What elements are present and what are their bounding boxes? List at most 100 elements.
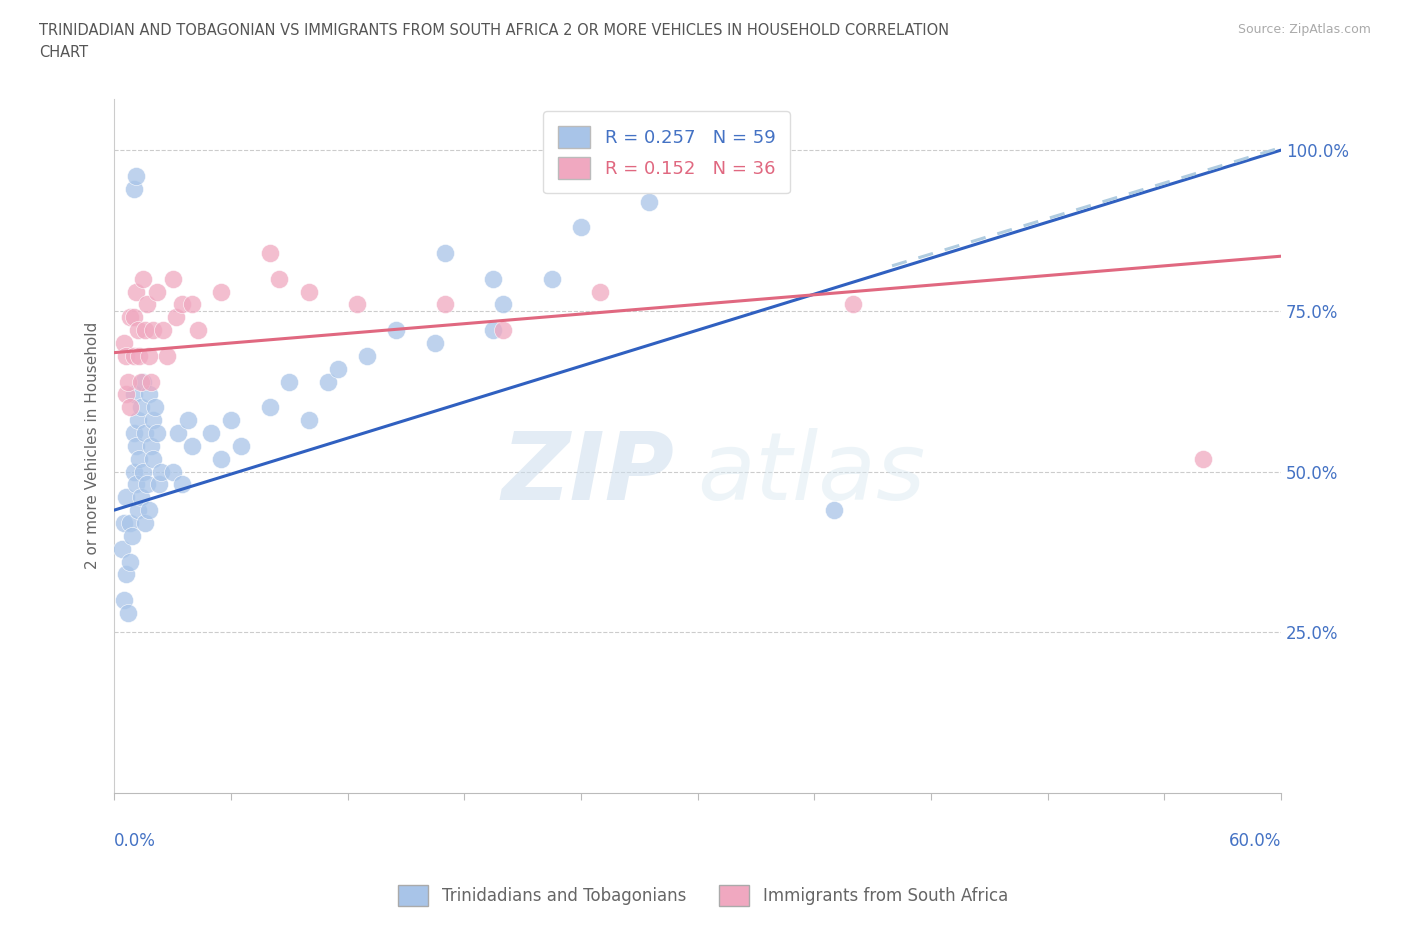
Point [112,592,135,607]
Point [298,285,321,299]
Point [122,426,145,441]
Point [172,297,194,312]
Point [131,400,153,415]
Point [433,297,456,312]
Point [298,413,321,428]
Point [112,515,135,530]
Point [162,272,184,286]
Point [122,387,145,402]
Point [187,323,209,338]
Point [118,400,141,415]
Point [142,451,165,466]
Point [278,374,301,389]
Y-axis label: 2 or more Vehicles in Household: 2 or more Vehicles in Household [86,322,100,569]
Text: 0.0%: 0.0% [114,832,156,850]
Point [219,413,242,428]
Point [139,438,162,453]
Point [128,349,150,364]
Point [122,349,145,364]
Point [121,528,143,543]
Point [152,323,174,338]
Point [316,374,339,389]
Point [181,438,204,453]
Point [209,451,232,466]
Point [127,413,149,428]
Point [117,605,139,620]
Point [540,272,562,286]
Point [132,464,155,479]
Text: TRINIDADIAN AND TOBAGONIAN VS IMMIGRANTS FROM SOUTH AFRICA 2 OR MORE VEHICLES IN: TRINIDADIAN AND TOBAGONIAN VS IMMIGRANTS… [39,23,949,38]
Point [162,464,184,479]
Point [134,323,156,338]
Point [118,310,141,325]
Point [124,168,146,183]
Point [200,426,222,441]
Point [326,361,349,376]
Point [181,297,204,312]
Point [128,451,150,466]
Legend: Trinidadians and Tobagonians, Immigrants from South Africa: Trinidadians and Tobagonians, Immigrants… [391,879,1015,912]
Point [117,374,139,389]
Point [842,297,865,312]
Text: CHART: CHART [39,45,89,60]
Point [356,349,378,364]
Point [423,336,446,351]
Point [122,464,145,479]
Point [823,503,845,518]
Point [134,426,156,441]
Point [124,477,146,492]
Point [127,323,149,338]
Point [177,413,200,428]
Point [269,272,291,286]
Point [112,336,135,351]
Point [146,285,169,299]
Point [492,297,515,312]
Point [138,503,160,518]
Text: atlas: atlas [697,428,925,519]
Point [638,194,661,209]
Point [167,426,190,441]
Point [346,297,368,312]
Point [259,246,281,260]
Text: ZIP: ZIP [502,428,675,520]
Point [115,349,138,364]
Point [149,464,172,479]
Point [482,323,505,338]
Point [142,413,165,428]
Point [127,503,149,518]
Point [111,541,134,556]
Point [132,272,155,286]
Point [115,567,138,582]
Point [156,349,179,364]
Text: Source: ZipAtlas.com: Source: ZipAtlas.com [1237,23,1371,36]
Point [115,490,138,505]
Point [136,477,159,492]
Point [138,387,160,402]
Point [569,219,592,234]
Point [118,515,141,530]
Point [131,490,153,505]
Point [122,310,145,325]
Point [142,323,165,338]
Text: 60.0%: 60.0% [1229,832,1281,850]
Point [172,477,194,492]
Point [124,285,146,299]
Point [118,554,141,569]
Point [143,400,166,415]
Point [131,374,153,389]
Point [1192,451,1215,466]
Point [209,285,232,299]
Point [433,246,456,260]
Point [146,426,169,441]
Point [589,285,612,299]
Point [134,515,156,530]
Point [132,374,155,389]
Point [122,181,145,196]
Point [136,297,159,312]
Point [124,438,146,453]
Legend: R = 0.257   N = 59, R = 0.152   N = 36: R = 0.257 N = 59, R = 0.152 N = 36 [543,112,790,193]
Point [165,310,187,325]
Point [138,349,160,364]
Point [229,438,252,453]
Point [482,272,505,286]
